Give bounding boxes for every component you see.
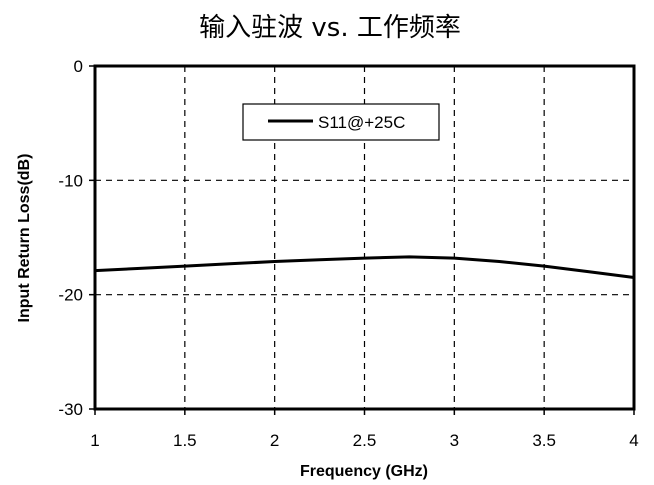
x-tick-label: 3 bbox=[450, 431, 459, 450]
y-tick-label: -20 bbox=[58, 286, 83, 305]
y-tick-label: -10 bbox=[58, 171, 83, 190]
y-axis-title: Input Return Loss(dB) bbox=[16, 154, 33, 323]
x-tick-label: 2.5 bbox=[353, 431, 377, 450]
x-axis-title: Frequency (GHz) bbox=[300, 463, 428, 480]
chart-title: 输入驻波 vs. 工作频率 bbox=[199, 13, 461, 43]
x-tick-label: 1.5 bbox=[173, 431, 197, 450]
y-tick-label: -30 bbox=[58, 400, 83, 419]
series-layer bbox=[94, 255, 635, 280]
x-tick-label: 3.5 bbox=[532, 431, 556, 450]
legend-label: S11@+25C bbox=[318, 113, 405, 132]
y-tick-label: 0 bbox=[74, 57, 83, 76]
x-axis-ticks: 1 1.5 2 2.5 3 3.5 4 bbox=[90, 409, 639, 450]
series-line-0 bbox=[94, 255, 635, 280]
x-tick-label: 2 bbox=[270, 431, 279, 450]
y-axis-ticks: 0 -10 -20 -30 bbox=[58, 57, 95, 419]
x-tick-label: 1 bbox=[90, 431, 99, 450]
x-tick-label: 4 bbox=[629, 431, 638, 450]
legend: S11@+25C bbox=[242, 103, 440, 141]
